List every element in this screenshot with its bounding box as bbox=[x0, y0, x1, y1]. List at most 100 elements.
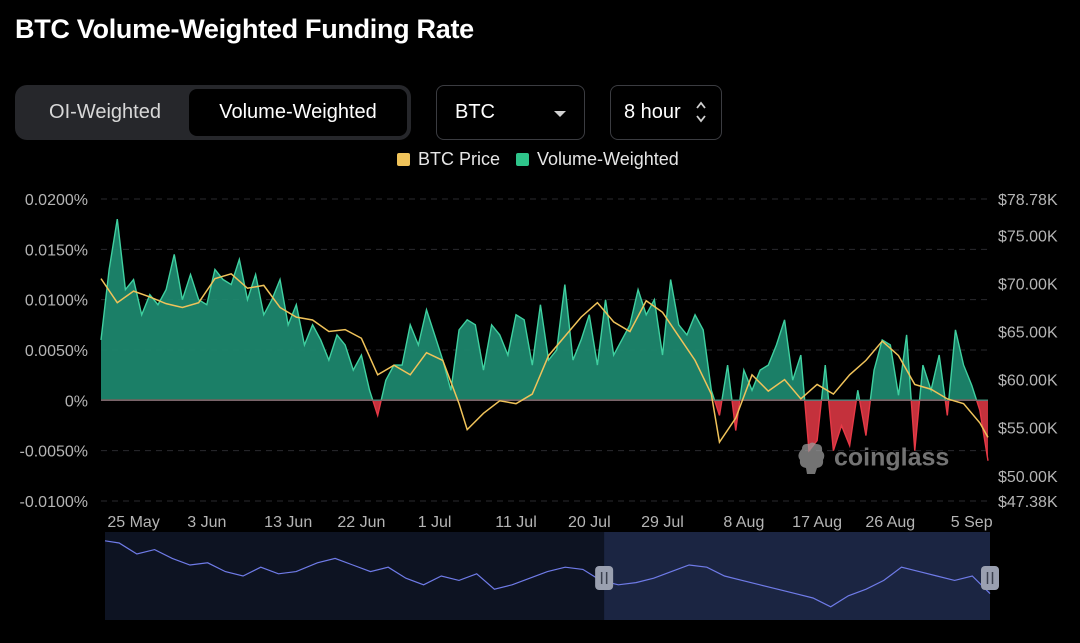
navigator-line bbox=[104, 540, 991, 608]
left-axis-tick-label: 0.0200% bbox=[25, 192, 88, 209]
funding-rate-point bbox=[108, 269, 110, 271]
funding-rate-point bbox=[743, 369, 745, 371]
funding-rate-point bbox=[678, 324, 680, 326]
funding-rate-point bbox=[377, 415, 379, 417]
funding-rate-point bbox=[328, 359, 330, 361]
coinglass-watermark: coinglass bbox=[796, 441, 949, 481]
funding-rate-point bbox=[141, 314, 143, 316]
funding-rate-point bbox=[784, 319, 786, 321]
funding-rate-point bbox=[751, 389, 753, 391]
interval-select-value: 8 hour bbox=[624, 101, 681, 123]
funding-rate-point bbox=[629, 324, 631, 326]
funding-rate-point bbox=[800, 354, 802, 356]
navigator-handle-body bbox=[981, 566, 999, 590]
funding-rate-point bbox=[686, 334, 688, 336]
funding-rate-point bbox=[540, 304, 542, 306]
funding-rate-point bbox=[515, 314, 517, 316]
funding-rate-point bbox=[296, 304, 298, 306]
funding-rate-point bbox=[222, 279, 224, 281]
legend-swatch-volume-weighted bbox=[516, 153, 529, 166]
funding-rate-point bbox=[824, 364, 826, 366]
funding-rate-point bbox=[369, 389, 371, 391]
x-axis-tick-label: 29 Jul bbox=[641, 514, 684, 531]
funding-rate-point bbox=[605, 299, 607, 301]
x-axis-tick-label: 22 Jun bbox=[337, 514, 385, 531]
funding-rate-point bbox=[466, 319, 468, 321]
funding-rate-point bbox=[409, 324, 411, 326]
funding-rate-point bbox=[873, 369, 875, 371]
funding-rate-point bbox=[133, 279, 135, 281]
funding-rate-point bbox=[865, 435, 867, 437]
funding-rate-point bbox=[182, 299, 184, 301]
coin-select[interactable]: BTC bbox=[436, 85, 585, 140]
navigator-handle-body bbox=[595, 566, 614, 590]
left-axis-tick-label: 0% bbox=[65, 393, 88, 410]
legend-item-volume-weighted[interactable]: Volume-Weighted bbox=[516, 148, 679, 170]
volume-weighted-option[interactable]: Volume-Weighted bbox=[189, 89, 407, 136]
funding-rate-point bbox=[173, 254, 175, 256]
funding-rate-point bbox=[507, 354, 509, 356]
funding-rate-point bbox=[352, 369, 354, 371]
funding-rate-point bbox=[279, 279, 281, 281]
oi-weighted-option[interactable]: OI-Weighted bbox=[49, 101, 161, 123]
coinglass-logo-icon bbox=[798, 442, 825, 474]
funding-rate-point bbox=[336, 334, 338, 336]
x-axis-tick-label: 5 Sep bbox=[951, 514, 993, 531]
left-axis-tick-label: 0.0100% bbox=[25, 293, 88, 310]
funding-rate-point bbox=[157, 304, 159, 306]
legend-label-volume-weighted: Volume-Weighted bbox=[537, 149, 679, 169]
funding-rate-point bbox=[491, 324, 493, 326]
x-axis-tick-label: 20 Jul bbox=[568, 514, 611, 531]
funding-rate-point bbox=[645, 314, 647, 316]
funding-rate-point bbox=[767, 364, 769, 366]
funding-rate-point bbox=[938, 354, 940, 356]
funding-rate-point bbox=[499, 334, 501, 336]
funding-rate-point bbox=[230, 284, 232, 286]
x-axis-tick-label: 26 Aug bbox=[865, 514, 915, 531]
funding-rate-point bbox=[979, 410, 981, 412]
coin-select-value: BTC bbox=[455, 101, 495, 123]
funding-rate-point bbox=[841, 425, 843, 427]
funding-rate-point bbox=[149, 294, 151, 296]
funding-rate-point bbox=[922, 364, 924, 366]
weighting-toggle: OI-Weighted Volume-Weighted bbox=[15, 85, 411, 140]
funding-rate-point bbox=[719, 415, 721, 417]
funding-rate-point bbox=[116, 218, 118, 220]
watermark-text: coinglass bbox=[834, 443, 950, 472]
funding-rate-point bbox=[434, 334, 436, 336]
page-title: BTC Volume-Weighted Funding Rate bbox=[15, 14, 474, 44]
legend-item-btc-price[interactable]: BTC Price bbox=[397, 148, 500, 170]
funding-rate-point bbox=[621, 339, 623, 341]
x-axis-tick-label: 8 Aug bbox=[723, 514, 764, 531]
funding-rate-point bbox=[662, 354, 664, 356]
funding-rate-point bbox=[580, 339, 582, 341]
funding-rate-point bbox=[287, 324, 289, 326]
funding-rate-point bbox=[312, 324, 314, 326]
x-axis-tick-label: 3 Jun bbox=[187, 514, 226, 531]
navigator-right-handle[interactable] bbox=[981, 566, 999, 590]
x-axis-tick-label: 25 May bbox=[107, 514, 159, 531]
interval-select[interactable]: 8 hour bbox=[610, 85, 722, 140]
funding-rate-point bbox=[263, 314, 265, 316]
funding-rate-point bbox=[727, 364, 729, 366]
funding-rate-point bbox=[206, 304, 208, 306]
funding-negative-area bbox=[101, 400, 988, 461]
funding-rate-point bbox=[898, 395, 900, 397]
funding-rate-point bbox=[890, 344, 892, 346]
funding-rate-point bbox=[239, 259, 241, 261]
navigator-left-handle[interactable] bbox=[595, 566, 614, 590]
funding-rate-point bbox=[572, 359, 574, 361]
funding-rate-point bbox=[344, 344, 346, 346]
funding-rate-point bbox=[971, 384, 973, 386]
funding-rate-point bbox=[320, 339, 322, 341]
right-axis-tick-label: $75.00K bbox=[998, 228, 1058, 245]
funding-rate-point bbox=[613, 354, 615, 356]
funding-rate-point bbox=[955, 329, 957, 331]
funding-rate-point bbox=[426, 309, 428, 311]
funding-rate-point bbox=[418, 344, 420, 346]
chart-legend: BTC Price Volume-Weighted bbox=[0, 148, 1080, 170]
funding-rate-point bbox=[385, 379, 387, 381]
legend-swatch-btc-price bbox=[397, 153, 410, 166]
x-axis-tick-label: 1 Jul bbox=[418, 514, 452, 531]
